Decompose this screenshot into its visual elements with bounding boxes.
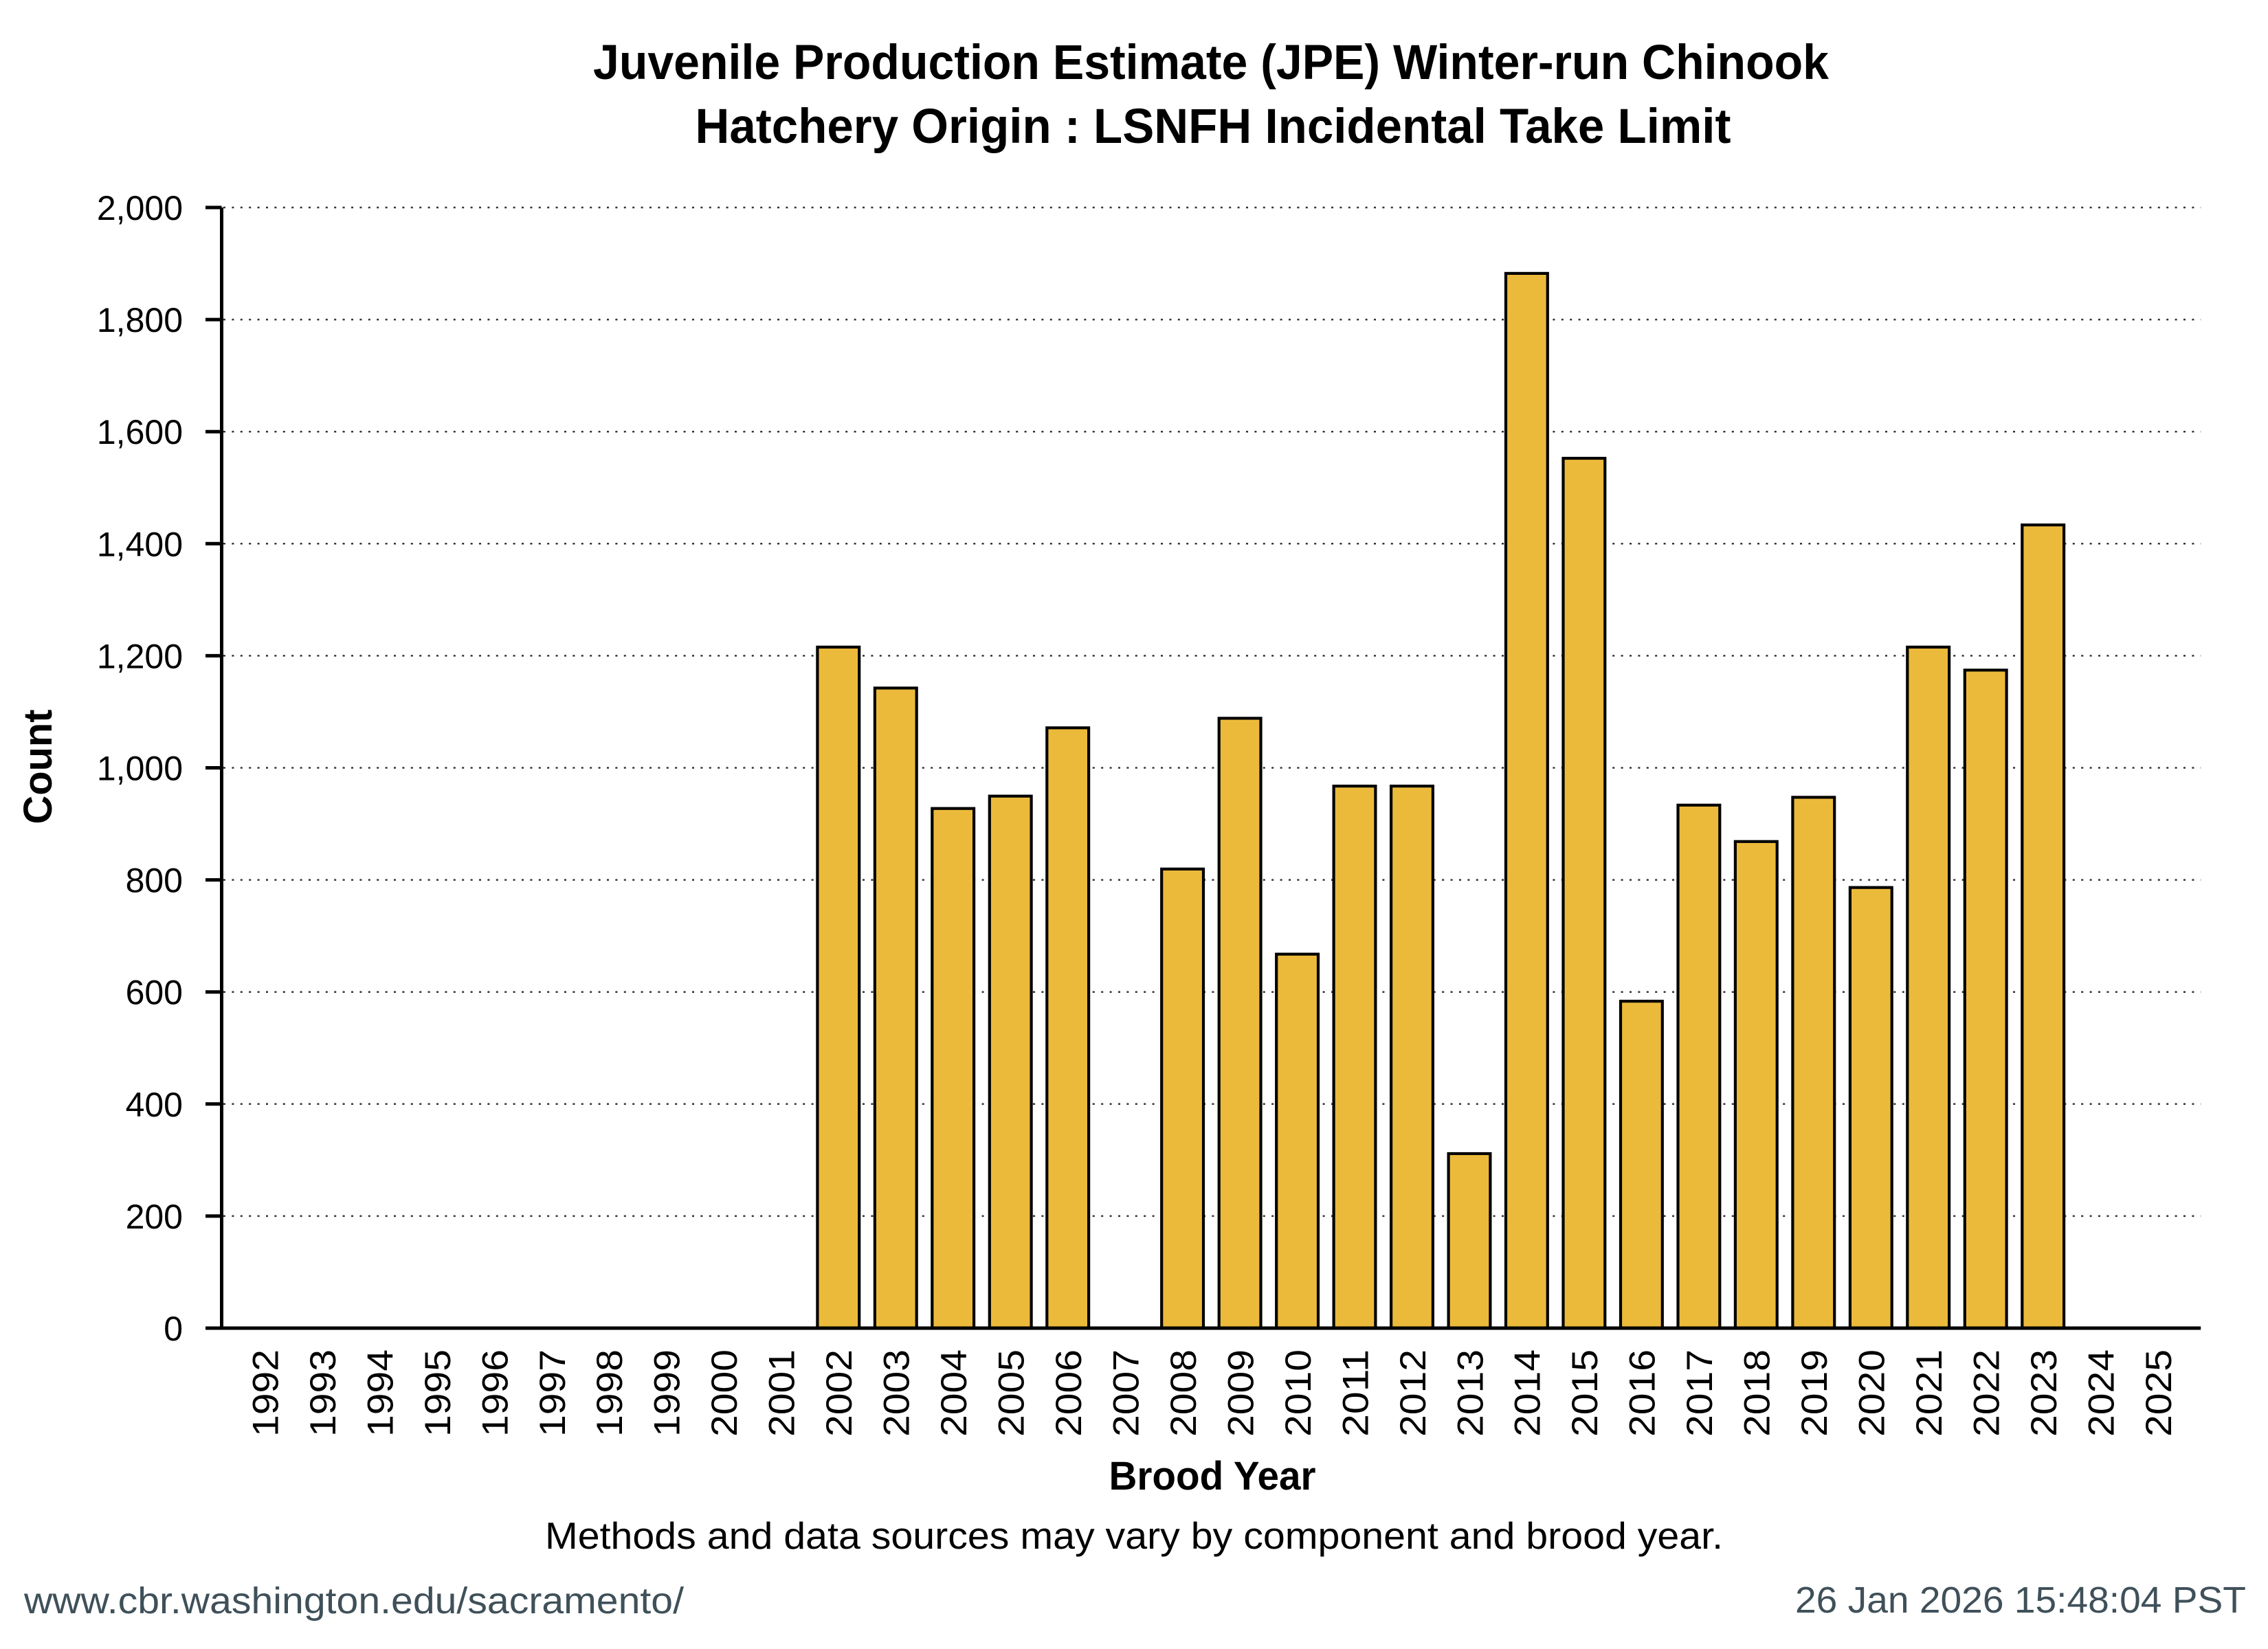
svg-text:2001: 2001 bbox=[762, 1349, 803, 1437]
svg-text:200: 200 bbox=[126, 1198, 183, 1236]
svg-text:400: 400 bbox=[126, 1086, 183, 1124]
svg-text:2017: 2017 bbox=[1680, 1349, 1720, 1437]
svg-text:2023: 2023 bbox=[2024, 1349, 2065, 1437]
svg-text:2018: 2018 bbox=[1737, 1349, 1778, 1437]
svg-text:1994: 1994 bbox=[360, 1349, 401, 1437]
svg-text:2014: 2014 bbox=[1508, 1349, 1548, 1437]
svg-text:1999: 1999 bbox=[647, 1349, 688, 1437]
svg-text:0: 0 bbox=[164, 1310, 183, 1348]
svg-text:1995: 1995 bbox=[418, 1349, 458, 1437]
svg-text:www.cbr.washington.edu/sacrame: www.cbr.washington.edu/sacramento/ bbox=[23, 1580, 684, 1622]
svg-text:2024: 2024 bbox=[2081, 1349, 2122, 1437]
svg-text:600: 600 bbox=[126, 974, 183, 1012]
svg-text:Juvenile Production Estimate (: Juvenile Production Estimate (JPE) Winte… bbox=[593, 36, 1829, 90]
svg-text:26 Jan 2026 15:48:04 PST: 26 Jan 2026 15:48:04 PST bbox=[1795, 1580, 2246, 1621]
svg-text:2009: 2009 bbox=[1221, 1349, 1261, 1437]
svg-text:1,600: 1,600 bbox=[97, 413, 183, 451]
svg-text:Count: Count bbox=[16, 710, 60, 824]
svg-text:2019: 2019 bbox=[1794, 1349, 1835, 1437]
svg-text:1,400: 1,400 bbox=[97, 525, 183, 563]
svg-text:Hatchery Origin : LSNFH Incide: Hatchery Origin : LSNFH Incidental Take … bbox=[696, 100, 1731, 154]
svg-text:2004: 2004 bbox=[934, 1349, 975, 1437]
svg-text:2000: 2000 bbox=[704, 1349, 745, 1437]
svg-text:2002: 2002 bbox=[819, 1349, 860, 1437]
svg-text:800: 800 bbox=[126, 862, 183, 900]
svg-text:2013: 2013 bbox=[1450, 1349, 1491, 1437]
svg-text:2022: 2022 bbox=[1967, 1349, 2008, 1437]
svg-text:2016: 2016 bbox=[1623, 1349, 1663, 1437]
svg-text:2005: 2005 bbox=[992, 1349, 1032, 1437]
svg-text:2,000: 2,000 bbox=[97, 189, 183, 227]
svg-text:2003: 2003 bbox=[877, 1349, 918, 1437]
svg-text:2021: 2021 bbox=[1909, 1349, 1950, 1437]
svg-text:1,200: 1,200 bbox=[97, 637, 183, 675]
svg-text:1997: 1997 bbox=[533, 1349, 573, 1437]
svg-text:2020: 2020 bbox=[1852, 1349, 1893, 1437]
svg-text:1,800: 1,800 bbox=[97, 301, 183, 339]
svg-text:1,000: 1,000 bbox=[97, 750, 183, 788]
svg-text:2012: 2012 bbox=[1393, 1349, 1434, 1437]
svg-text:2011: 2011 bbox=[1335, 1349, 1376, 1437]
svg-text:1996: 1996 bbox=[475, 1349, 515, 1437]
svg-text:2006: 2006 bbox=[1049, 1349, 1089, 1437]
svg-text:2007: 2007 bbox=[1107, 1349, 1147, 1437]
svg-text:1998: 1998 bbox=[590, 1349, 630, 1437]
svg-text:Methods and data sources may v: Methods and data sources may vary by com… bbox=[545, 1514, 1723, 1557]
svg-text:2008: 2008 bbox=[1164, 1349, 1204, 1437]
svg-text:2010: 2010 bbox=[1278, 1349, 1319, 1437]
svg-text:Brood Year: Brood Year bbox=[1109, 1454, 1316, 1499]
svg-text:2025: 2025 bbox=[2139, 1349, 2179, 1437]
svg-text:1993: 1993 bbox=[303, 1349, 344, 1437]
svg-text:1992: 1992 bbox=[245, 1349, 286, 1437]
svg-text:2015: 2015 bbox=[1565, 1349, 1605, 1437]
